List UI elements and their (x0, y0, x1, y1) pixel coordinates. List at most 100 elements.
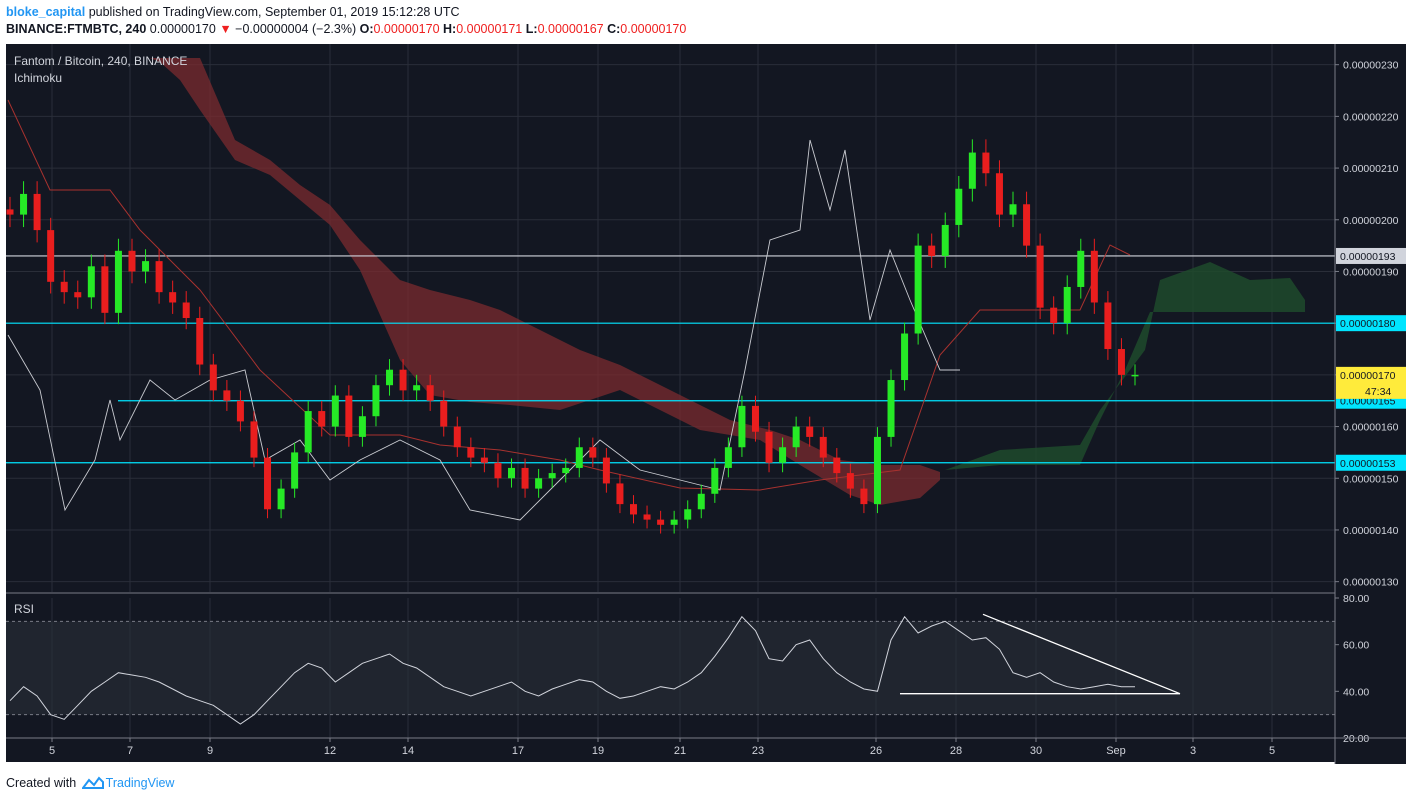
candle-body (1009, 204, 1017, 215)
level-price-tag (1336, 315, 1406, 332)
candle-body (1023, 204, 1031, 246)
time-tick-label: 9 (207, 745, 213, 757)
candle-body (372, 385, 380, 417)
candle-body (548, 473, 556, 479)
candle-body (345, 395, 353, 437)
candle-body (535, 478, 543, 489)
candle-body (575, 447, 583, 468)
price-tick-label: 0.00000230 (1343, 60, 1399, 72)
chart-canvas[interactable]: 0.00000230 0.00000220 0.00000210 0.00000200… (0, 40, 1414, 765)
rsi-tick-label: 80.00 (1343, 593, 1369, 605)
candle-body (182, 302, 190, 318)
candle-body (860, 488, 868, 505)
candle-body (724, 447, 732, 468)
price-tick-label: 0.00000200 (1343, 215, 1399, 227)
last-price-label: 0.00000170 (1340, 370, 1396, 382)
author-link[interactable]: bloke_capital (6, 5, 86, 19)
low-label: L: (525, 22, 538, 36)
candle-body (169, 292, 177, 303)
candle-body (426, 385, 434, 401)
candle-body (1117, 349, 1125, 375)
candle-body (1036, 245, 1044, 308)
candle-body (47, 230, 55, 282)
candle-body (467, 447, 475, 458)
candle-body (711, 467, 719, 494)
open-value: 0.00000170 (373, 22, 440, 36)
candle-body (1104, 302, 1112, 350)
candle-body (196, 318, 204, 365)
candle-body (629, 504, 637, 515)
time-tick-label: 26 (870, 745, 882, 757)
support-resistance-lines[interactable] (6, 255, 1335, 464)
symbol-label: BINANCE:FTMBTC, 240 (6, 22, 147, 36)
time-tick-label: 3 (1190, 745, 1196, 757)
chart-grid (6, 44, 1406, 738)
time-tick-label: 7 (127, 745, 133, 757)
price-tick-label: 0.00000140 (1343, 525, 1399, 537)
candle-body (738, 405, 746, 448)
rsi-band (6, 621, 1335, 715)
candle-body (304, 411, 312, 453)
tradingview-logo-icon (81, 776, 104, 789)
candle-body (521, 467, 529, 489)
candle-body (914, 245, 922, 334)
rsi-trendline (982, 613, 1181, 695)
created-with-text: Created with (6, 776, 77, 790)
candle-body (87, 266, 95, 298)
level-price-tag (1336, 247, 1406, 264)
candle-body (277, 488, 285, 510)
tradingview-brand[interactable]: TradingView (105, 776, 175, 790)
candle-body (318, 411, 326, 427)
candle-body (142, 261, 150, 272)
time-tick-label: 28 (950, 745, 962, 757)
candle-body (955, 188, 963, 225)
level-price-tag (1336, 454, 1406, 471)
time-tick-label: 5 (1269, 745, 1275, 757)
time-tick-label: 17 (512, 745, 524, 757)
candle-body (616, 483, 624, 505)
candle-body (833, 457, 841, 474)
high-value: 0.00000171 (456, 22, 523, 36)
chart-title: Fantom / Bitcoin, 240, BINANCE (14, 54, 187, 68)
price-tick-label: 0.00000130 (1343, 577, 1399, 589)
price-tick-label: 0.00000160 (1343, 422, 1399, 434)
last-price-tag (1336, 366, 1406, 399)
candle-body (941, 224, 949, 256)
level-price-label: 0.00000153 (1340, 458, 1396, 470)
rsi-line (9, 615, 1135, 725)
candle-body (209, 364, 217, 391)
open-label: O: (359, 22, 374, 36)
candle-body (589, 447, 597, 458)
time-tick-label: 12 (324, 745, 336, 757)
indicator-label: Ichimoku (14, 71, 62, 85)
close-value: 0.00000170 (620, 22, 687, 36)
candle-body (453, 426, 461, 448)
candle-body (508, 467, 516, 479)
candle-body (480, 457, 488, 463)
candle-body (982, 152, 990, 174)
candle-body (1131, 374, 1139, 377)
candle-body (440, 400, 448, 427)
candle-body (806, 426, 814, 437)
candle-body (114, 250, 122, 313)
candle-body (291, 452, 299, 489)
price-tick-label: 0.00000220 (1343, 111, 1399, 123)
price-tick-label: 0.00000190 (1343, 266, 1399, 278)
price-change: −0.00000004 (−2.3%) (235, 22, 357, 36)
candle-body (6, 209, 14, 215)
ichimoku-cloud (150, 58, 1305, 505)
rsi-tick-label: 40.00 (1343, 686, 1369, 698)
time-tick-label: Sep (1106, 745, 1126, 757)
candle-body (101, 266, 109, 313)
candle-body (995, 173, 1003, 215)
time-tick-label: 21 (674, 745, 686, 757)
time-tick-label: 19 (592, 745, 604, 757)
rsi-tick-label: 20.00 (1343, 733, 1369, 745)
candle-body (697, 493, 705, 510)
close-label: C: (607, 22, 621, 36)
candle-body (264, 457, 272, 510)
level-price-label: 0.00000180 (1340, 318, 1396, 330)
countdown-label: 47:34 (1365, 386, 1391, 398)
candle-body (751, 405, 759, 432)
candle-body (386, 369, 394, 386)
